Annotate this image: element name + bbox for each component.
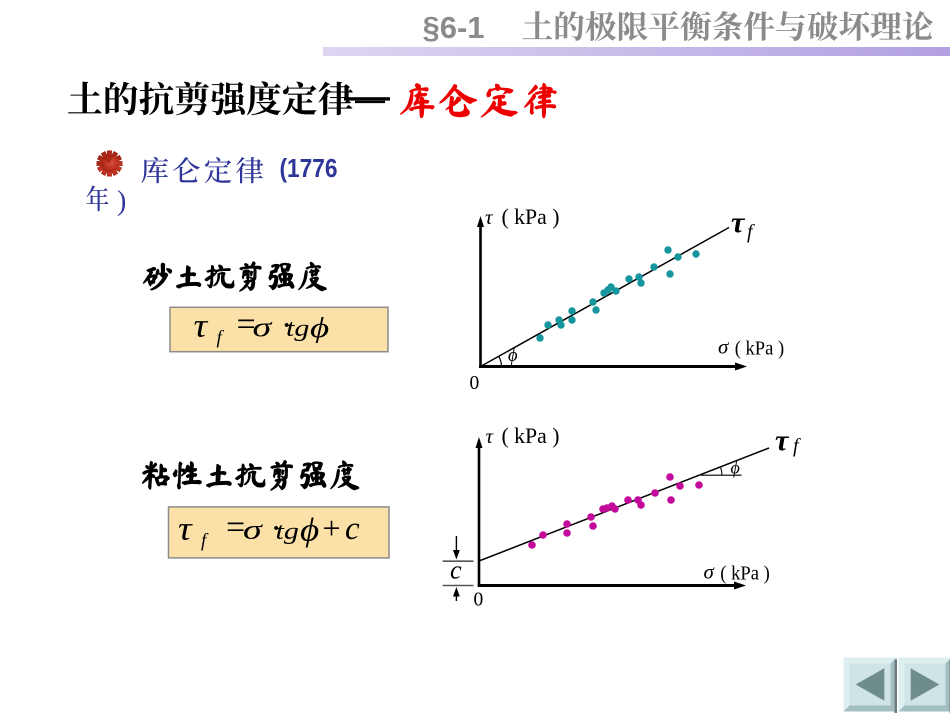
svg-text:·: ·: [281, 307, 292, 344]
svg-text:τ: τ: [486, 424, 495, 448]
svg-text:c: c: [345, 511, 360, 547]
svg-text:τ: τ: [194, 306, 210, 344]
svg-text:τ: τ: [485, 205, 494, 229]
svg-text:f: f: [217, 328, 225, 349]
svg-text:): ): [117, 186, 126, 217]
svg-text:σ: σ: [718, 335, 730, 359]
svg-text:τ: τ: [775, 424, 790, 457]
svg-text:tg: tg: [286, 315, 309, 342]
svg-text:ϕ: ϕ: [731, 458, 740, 478]
svg-text:( kPa ): ( kPa ): [720, 563, 770, 584]
svg-text:σ: σ: [253, 312, 274, 343]
svg-text:0: 0: [470, 373, 480, 394]
svg-text:f: f: [747, 221, 755, 243]
svg-text:(1776: (1776: [280, 153, 338, 183]
svg-text:ϕ: ϕ: [300, 511, 319, 548]
svg-text:=: =: [226, 509, 245, 546]
svg-text:ϕ: ϕ: [508, 346, 518, 366]
svg-text:§6-1: §6-1: [423, 10, 485, 45]
svg-text:f: f: [201, 531, 209, 552]
svg-text:c: c: [450, 556, 462, 585]
svg-text:·: ·: [271, 510, 282, 547]
svg-text:tg: tg: [276, 518, 299, 545]
svg-text:σ: σ: [704, 560, 716, 584]
svg-text:τ: τ: [731, 206, 746, 239]
svg-text:=: =: [237, 306, 256, 343]
svg-text:( kPa ): ( kPa ): [502, 204, 560, 229]
svg-text:( kPa ): ( kPa ): [502, 423, 560, 448]
svg-text:σ: σ: [243, 515, 264, 546]
svg-text:τ: τ: [178, 509, 194, 547]
svg-text:0: 0: [474, 590, 484, 611]
svg-text:f: f: [793, 435, 801, 457]
svg-text:( kPa ): ( kPa ): [735, 338, 785, 359]
svg-text:+: +: [323, 510, 341, 546]
svg-text:ϕ: ϕ: [310, 312, 329, 344]
